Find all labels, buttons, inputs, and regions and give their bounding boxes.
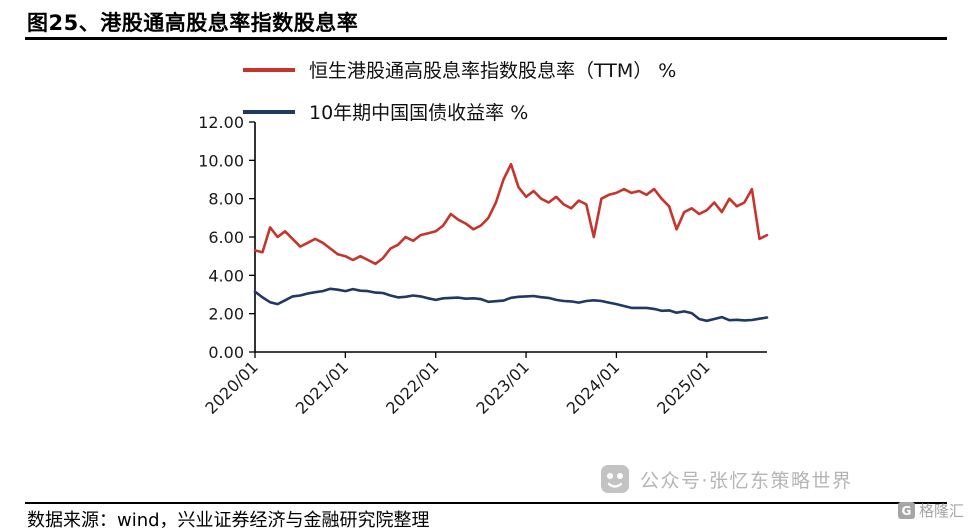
chart-legend: 恒生港股通高股息率指数股息率（TTM） % 10年期中国国债收益率 %: [243, 56, 676, 125]
watermark-text: 公众号·张忆东策略世界: [640, 469, 853, 492]
dividend-yield-chart: 0.00 2.00 4.00 6.00 8.00 10.00 12.00 2020/01 202…: [165, 108, 785, 420]
legend-swatch-blue: [243, 109, 295, 114]
x-tick-label: 2025/01: [653, 357, 713, 417]
figure-title: 图25、港股通高股息率指数股息率: [27, 11, 359, 35]
x-tick-label: 2021/01: [292, 357, 352, 417]
title-divider: [25, 37, 947, 40]
chart-plot-area: 0.00 2.00 4.00 6.00 8.00 10.00 12.00 2020/01 202…: [198, 113, 769, 418]
series-line-0: [253, 162, 769, 266]
y-tick-label: 12.00: [198, 113, 244, 132]
y-tick-label: 6.00: [208, 228, 244, 247]
y-tick-label: 0.00: [208, 343, 244, 362]
y-tick-label: 10.00: [198, 151, 244, 170]
x-tick-label: 2024/01: [563, 357, 623, 417]
y-tick-label: 8.00: [208, 190, 244, 209]
data-source-note: 数据来源：wind，兴业证券经济与金融研究院整理: [27, 510, 430, 531]
y-tick-label: 4.00: [208, 266, 244, 285]
legend-swatch-red: [243, 67, 295, 72]
legend-item-bond-yield: 10年期中国国债收益率 %: [243, 98, 676, 125]
x-tick-label: 2020/01: [201, 357, 261, 417]
x-tick-label: 2023/01: [472, 357, 532, 417]
gelonghui-logo-text: 格隆汇: [918, 502, 964, 520]
legend-item-dividend-yield: 恒生港股通高股息率指数股息率（TTM） %: [243, 56, 676, 83]
watermark-panda-logo-icon: [601, 465, 629, 493]
x-tick-label: 2022/01: [382, 357, 442, 417]
series-line-1: [253, 287, 769, 323]
legend-label-dividend-yield: 恒生港股通高股息率指数股息率（TTM） %: [309, 60, 677, 82]
gelonghui-g-icon: G: [897, 502, 915, 519]
footer-divider: [25, 502, 947, 504]
y-tick-label: 2.00: [208, 305, 244, 324]
gelonghui-logo: G 格隆汇: [897, 500, 964, 521]
legend-label-bond-yield: 10年期中国国债收益率 %: [309, 102, 529, 124]
watermark: 公众号·张忆东策略世界: [600, 464, 853, 494]
